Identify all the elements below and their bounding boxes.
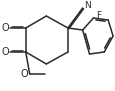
Text: N: N bbox=[83, 1, 90, 10]
Text: O: O bbox=[1, 23, 9, 33]
Text: O: O bbox=[1, 47, 9, 57]
Text: O: O bbox=[20, 69, 27, 79]
Text: F: F bbox=[96, 11, 101, 20]
